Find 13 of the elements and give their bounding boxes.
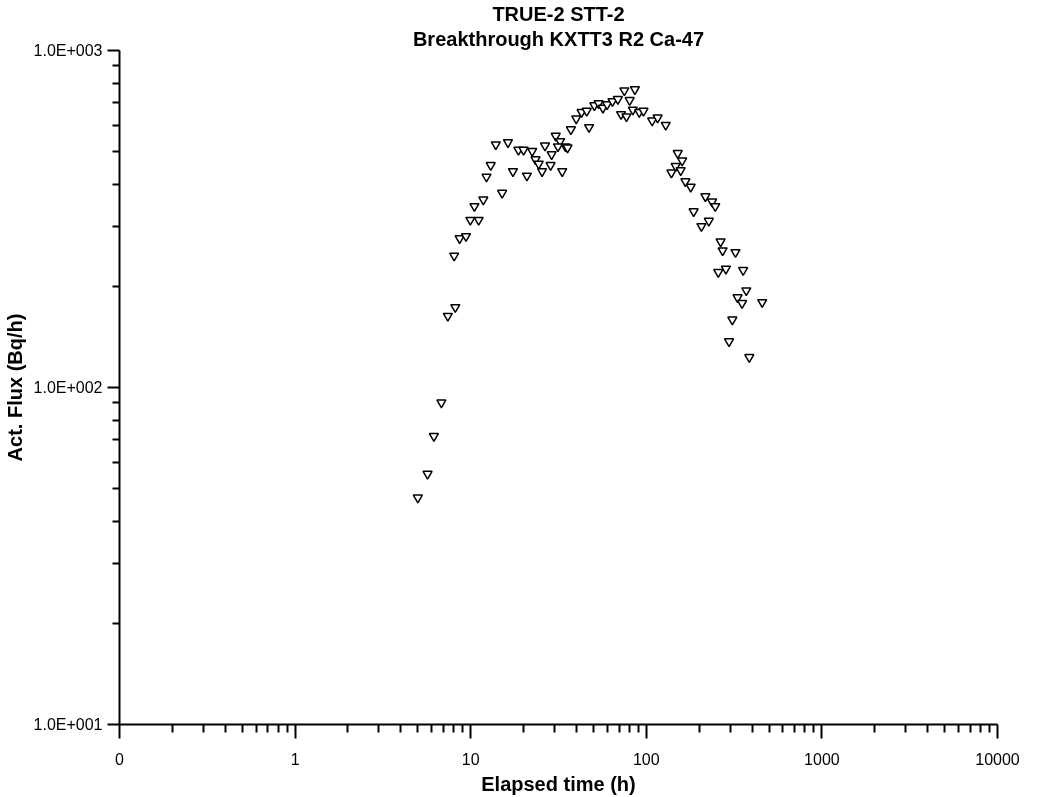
x-tick-label: 0 <box>115 750 125 768</box>
x-tick-label: 10000 <box>975 750 1020 768</box>
y-tick-label: 1.0E+001 <box>33 716 103 733</box>
x-tick-label: 10 <box>461 750 480 768</box>
x-tick-label: 1 <box>290 750 300 768</box>
y-tick-label: 1.0E+003 <box>33 42 103 59</box>
y-axis-title: Act. Flux (Bq/h) <box>3 313 26 462</box>
chart-title: TRUE-2 STT-2 <box>492 2 625 25</box>
y-tick-label: 1.0E+002 <box>33 379 103 396</box>
x-tick-label: 100 <box>632 750 660 768</box>
x-tick-label: 1000 <box>804 750 840 768</box>
x-axis-title: Elapsed time (h) <box>481 772 636 795</box>
chart-subtitle: Breakthrough KXTT3 R2 Ca-47 <box>412 27 705 50</box>
